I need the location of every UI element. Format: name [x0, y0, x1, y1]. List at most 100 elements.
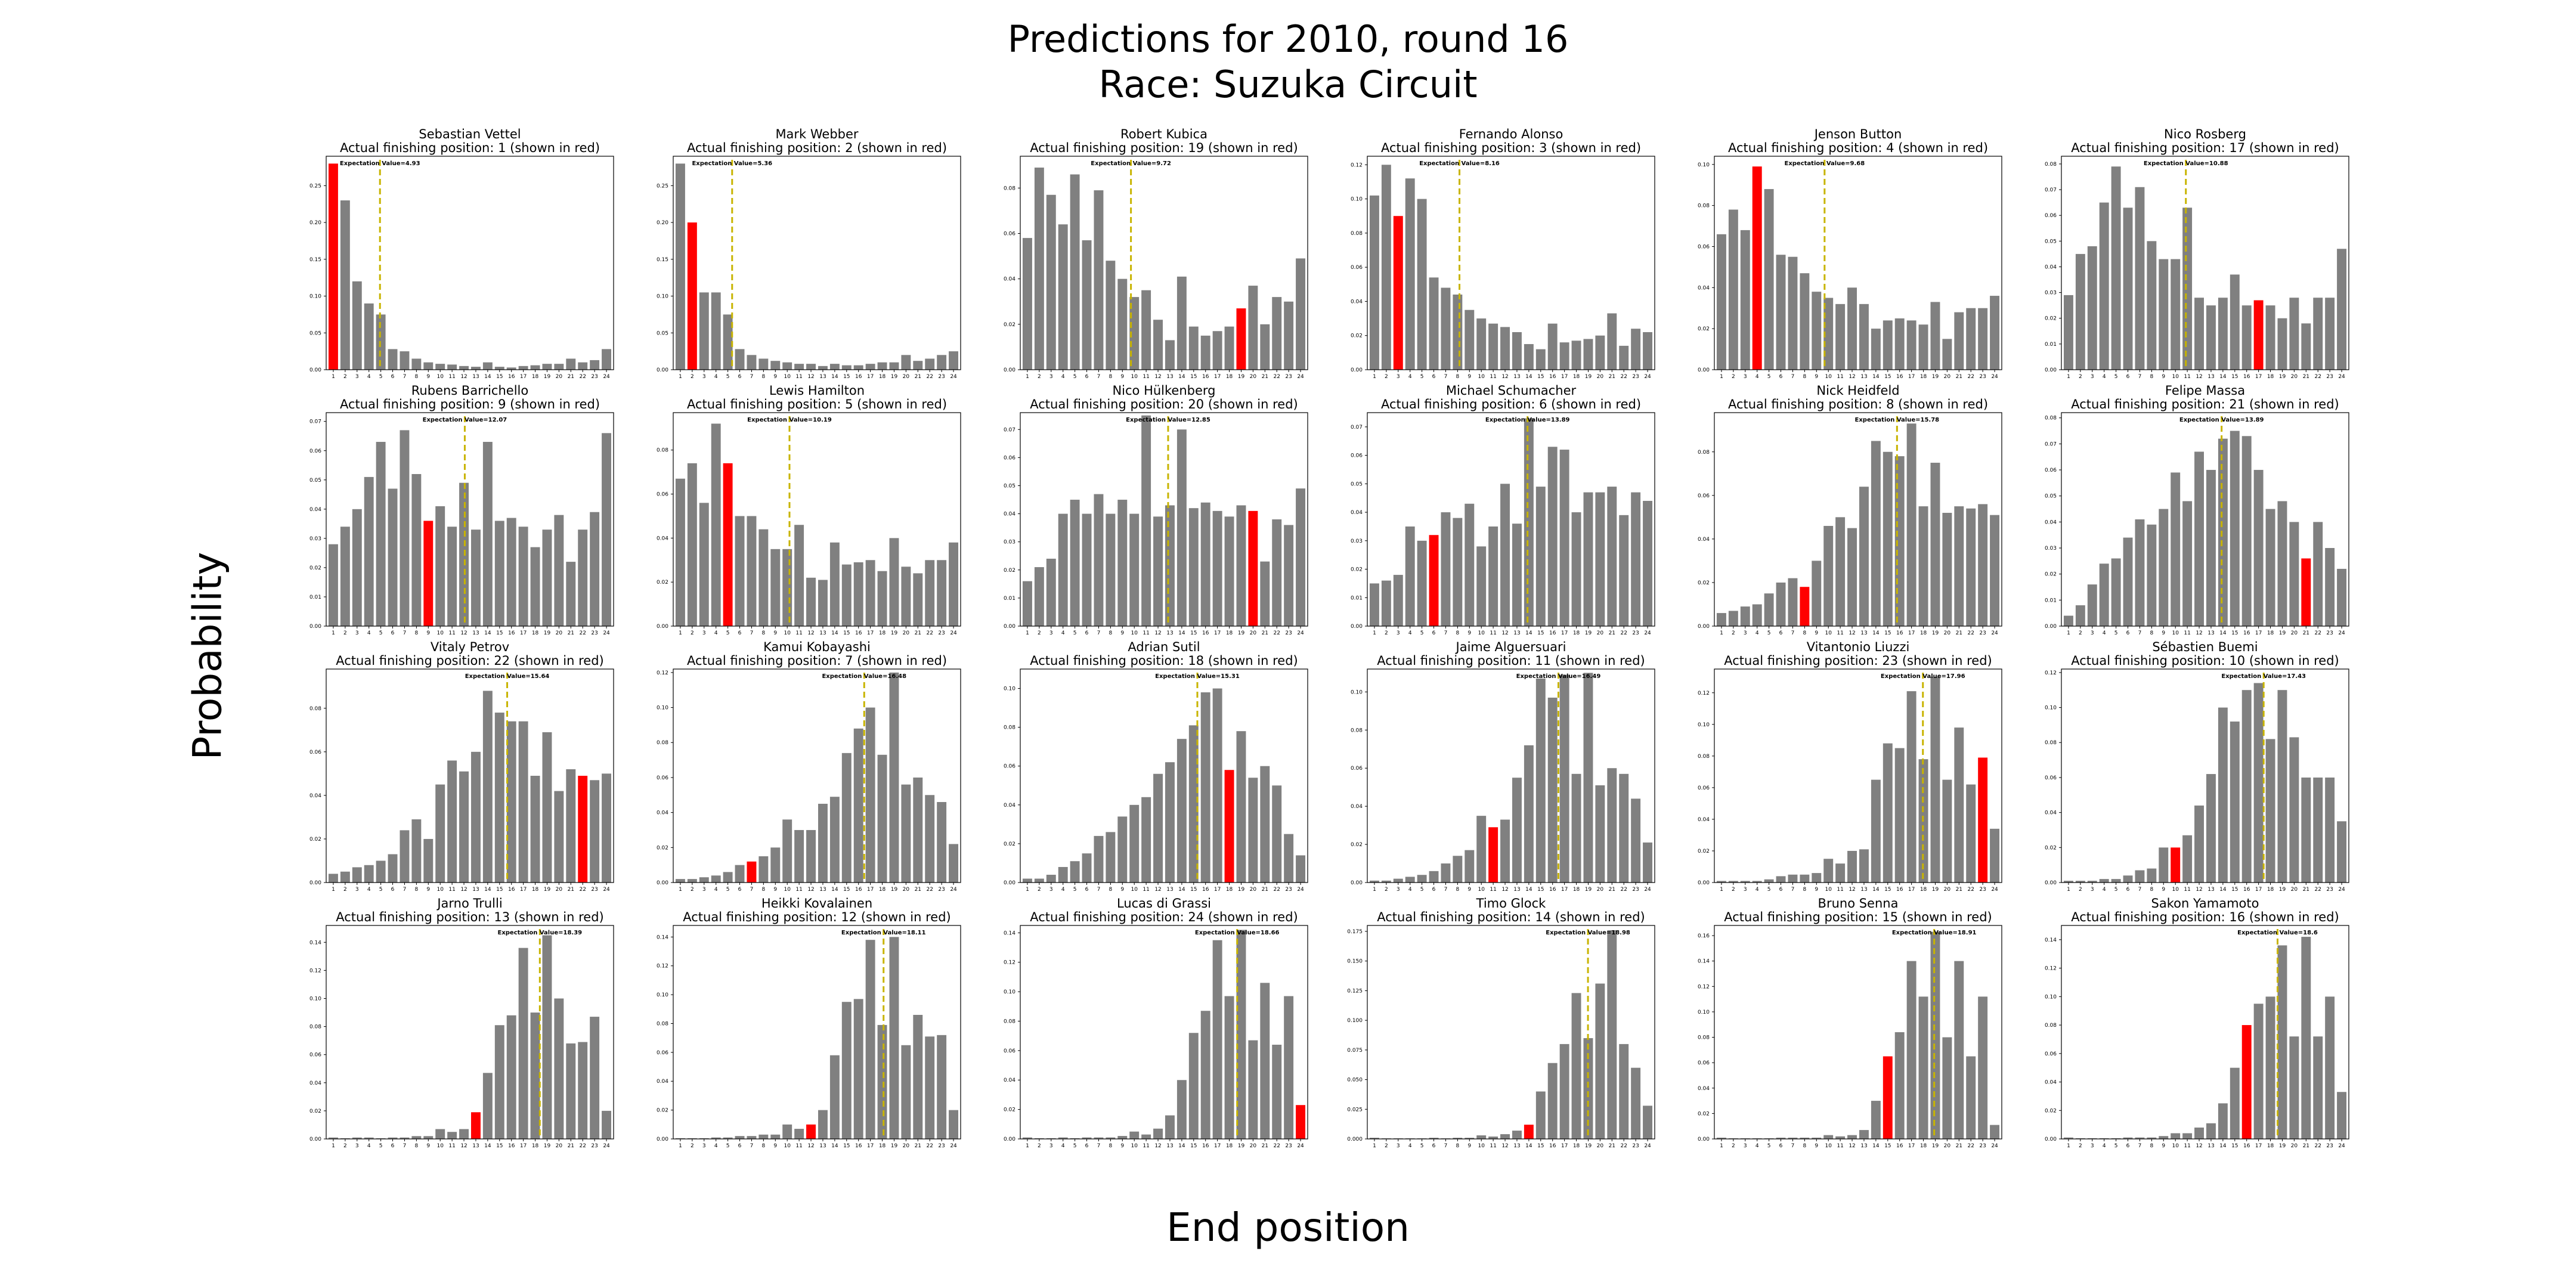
bar — [1966, 784, 1976, 883]
x-tick-label: 8 — [1456, 374, 1460, 380]
bar — [1918, 324, 1928, 370]
y-tick-label: 0.03 — [1351, 538, 1363, 544]
x-tick-label: 11 — [795, 630, 802, 636]
x-tick-label: 18 — [1226, 374, 1233, 380]
x-tick-label: 19 — [544, 1143, 551, 1149]
bar — [590, 360, 600, 370]
bar — [602, 433, 612, 626]
bar — [518, 366, 528, 370]
y-tick-label: 0.05 — [657, 330, 668, 336]
bar-actual — [1752, 166, 1762, 370]
x-tick-label: 9 — [773, 630, 777, 636]
y-tick-label: 0.10 — [2045, 705, 2057, 711]
bar — [1141, 1134, 1151, 1139]
x-tick-label: 12 — [460, 887, 467, 893]
bar — [1453, 856, 1463, 883]
y-tick-label: 0.06 — [1351, 265, 1363, 271]
bar — [1417, 875, 1427, 883]
x-tick-label: 24 — [1297, 887, 1304, 893]
y-tick-label: 0.00 — [657, 880, 668, 886]
bar — [1800, 273, 1810, 370]
expectation-label: Expectation Value=15.64 — [465, 673, 550, 680]
x-tick-label: 9 — [1467, 374, 1471, 380]
bar — [2230, 1067, 2240, 1139]
y-tick-label: 0.06 — [1698, 244, 1710, 250]
y-tick-label: 0.08 — [2045, 162, 2057, 168]
subplot-title-driver: Kamui Kobayashi — [763, 640, 871, 654]
x-tick-label: 16 — [1202, 1143, 1209, 1149]
expectation-label: Expectation Value=13.89 — [1485, 417, 1570, 423]
x-tick-label: 21 — [568, 887, 574, 893]
y-tick-label: 0.12 — [2045, 966, 2057, 972]
subplot-title-driver: Timo Glock — [1476, 896, 1546, 911]
bar — [1417, 199, 1427, 370]
y-tick-label: 0.06 — [1351, 453, 1363, 459]
bar — [1847, 528, 1857, 626]
bar — [1094, 835, 1104, 883]
x-tick-label: 6 — [738, 630, 742, 636]
x-tick-label: 17 — [2255, 1143, 2262, 1149]
bar — [447, 364, 457, 370]
bar — [1990, 828, 2000, 883]
x-tick-label: 3 — [2091, 1143, 2094, 1149]
x-tick-label: 4 — [1408, 887, 1412, 893]
y-tick-label: 0.08 — [1698, 754, 1710, 760]
bar — [1022, 1137, 1032, 1139]
y-tick-label: 0.00 — [309, 880, 321, 886]
bar — [1547, 323, 1558, 370]
x-tick-label: 14 — [2219, 1143, 2227, 1149]
y-tick-label: 0.02 — [1698, 580, 1710, 586]
subplot-title-actual: Actual finishing position: 17 (shown in … — [2071, 141, 2339, 155]
bar — [554, 515, 564, 626]
bar — [699, 1138, 709, 1139]
x-tick-label: 21 — [1956, 887, 1962, 893]
bar — [1500, 1134, 1510, 1139]
bar — [949, 1110, 959, 1139]
y-tick-label: 0.02 — [2045, 316, 2057, 322]
x-tick-label: 1 — [2067, 630, 2070, 636]
x-tick-label: 1 — [2067, 374, 2070, 380]
bar — [590, 780, 600, 883]
x-tick-label: 24 — [2338, 374, 2345, 380]
axes-frame — [1020, 156, 1308, 370]
bar — [530, 1013, 540, 1139]
x-tick-label: 7 — [403, 1143, 407, 1149]
subplot-title-actual: Actual finishing position: 20 (shown in … — [1030, 397, 1298, 411]
bar — [1260, 766, 1270, 883]
figure-title-line1: Predictions for 2010, round 16 — [1007, 17, 1569, 61]
bar — [1835, 1136, 1846, 1139]
bar — [1070, 174, 1080, 370]
y-tick-label: 0.00 — [657, 624, 668, 630]
x-tick-label: 19 — [891, 630, 898, 636]
bar — [1153, 1128, 1163, 1139]
y-tick-label: 0.02 — [1698, 326, 1710, 332]
bar — [937, 355, 947, 370]
bar — [2159, 509, 2169, 626]
x-tick-label: 5 — [2114, 1143, 2118, 1149]
bar — [1894, 318, 1905, 370]
x-tick-label: 24 — [950, 630, 957, 636]
bar — [352, 281, 362, 370]
x-tick-label: 9 — [1120, 630, 1124, 636]
x-tick-label: 18 — [879, 887, 886, 893]
x-tick-label: 19 — [1238, 1143, 1245, 1149]
x-tick-label: 16 — [1549, 887, 1556, 893]
x-tick-label: 11 — [1837, 374, 1843, 380]
bar — [913, 573, 923, 626]
y-tick-label: 0.02 — [657, 845, 668, 851]
y-tick-label: 0.14 — [1698, 959, 1710, 965]
axes-frame — [326, 412, 614, 627]
bar — [1236, 930, 1246, 1139]
bar — [1812, 561, 1822, 626]
x-tick-label: 13 — [472, 374, 479, 380]
y-tick-label: 0.06 — [309, 1052, 321, 1058]
bar-actual — [1296, 1105, 1306, 1139]
x-tick-label: 19 — [544, 374, 551, 380]
y-tick-label: 0.03 — [1004, 540, 1015, 546]
y-tick-label: 0.14 — [309, 940, 321, 946]
x-tick-label: 8 — [415, 374, 419, 380]
x-tick-label: 4 — [1755, 1143, 1759, 1149]
expectation-label: Expectation Value=18.11 — [841, 930, 926, 936]
